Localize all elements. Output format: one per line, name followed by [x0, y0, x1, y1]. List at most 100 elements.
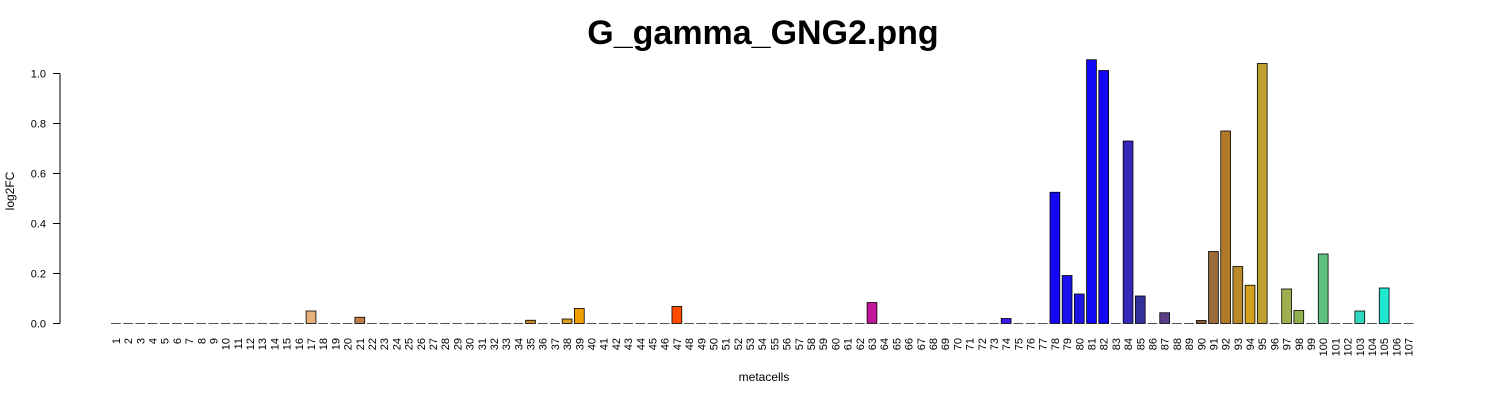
x-tick-label: 66 — [904, 338, 916, 350]
x-tick-label: 71 — [965, 338, 977, 350]
x-tick-label: 6 — [172, 338, 184, 344]
x-tick-label: 18 — [318, 338, 330, 350]
x-tick-label: 53 — [745, 338, 757, 350]
bar-82 — [1098, 70, 1110, 324]
x-tick-label: 30 — [465, 338, 477, 350]
x-tick-label: 107 — [1404, 338, 1416, 356]
x-tick-label: 14 — [269, 338, 281, 350]
y-tick-label: 0.4 — [31, 219, 46, 231]
x-tick-label: 9 — [208, 338, 220, 344]
x-tick-label: 57 — [794, 338, 806, 350]
bar-93 — [1232, 266, 1244, 324]
bar-21 — [354, 316, 366, 324]
bar-78 — [1049, 191, 1061, 324]
x-tick-label: 64 — [879, 338, 891, 350]
x-tick-label: 2 — [123, 338, 135, 344]
bar-38 — [561, 318, 573, 324]
x-tick-label: 70 — [952, 338, 964, 350]
x-tick-label: 37 — [550, 338, 562, 350]
x-tick-label: 38 — [562, 338, 574, 350]
x-tick-label: 92 — [1221, 338, 1233, 350]
x-tick-label: 22 — [367, 338, 379, 350]
x-tick-label: 104 — [1367, 338, 1379, 356]
x-tick-label: 28 — [440, 338, 452, 350]
x-tick-label: 25 — [404, 338, 416, 350]
x-tick-label: 26 — [416, 338, 428, 350]
x-tick-label: 45 — [647, 338, 659, 350]
x-tick-label: 68 — [928, 338, 940, 350]
x-tick-label: 17 — [306, 338, 318, 350]
x-tick-label: 43 — [623, 338, 635, 350]
x-tick-label: 63 — [867, 338, 879, 350]
x-tick-label: 52 — [733, 338, 745, 350]
x-tick-label: 80 — [1074, 338, 1086, 350]
x-tick-label: 12 — [245, 338, 257, 350]
x-tick-label: 3 — [135, 338, 147, 344]
bar-80 — [1074, 293, 1085, 324]
bar-79 — [1061, 275, 1073, 324]
y-tick-label: 0.2 — [31, 269, 46, 281]
bar-47 — [671, 306, 683, 324]
y-tick-label: 1.0 — [31, 69, 46, 81]
bar-92 — [1220, 130, 1231, 324]
x-tick-label: 93 — [1233, 338, 1245, 350]
x-tick-label: 65 — [891, 338, 903, 350]
x-tick-label: 16 — [294, 338, 306, 350]
x-tick-label: 84 — [1123, 338, 1135, 350]
x-tick-label: 29 — [452, 338, 464, 350]
x-tick-label: 74 — [1001, 338, 1013, 350]
x-tick-label: 24 — [391, 338, 403, 350]
bar-63 — [866, 302, 878, 324]
x-tick-label: 99 — [1306, 338, 1318, 350]
bar-94 — [1244, 284, 1256, 324]
x-tick-labels: 1 2 3 4 5 6 7 8 9 10 11 12 13 14 15 16 17 18 19 20 21 22 23 24 2… — [111, 338, 1416, 356]
x-tick-label: 73 — [989, 338, 1001, 350]
x-tick-label: 59 — [818, 338, 830, 350]
x-tick-label: 90 — [1196, 338, 1208, 350]
x-tick-label: 39 — [574, 338, 586, 350]
x-tick-label: 44 — [635, 338, 647, 350]
y-axis: 0.0 0.2 0.4 0.6 0.8 1.0 — [31, 69, 61, 331]
bar-85 — [1134, 295, 1146, 324]
x-tick-label: 13 — [257, 338, 269, 350]
bar-87 — [1159, 312, 1170, 324]
x-tick-label: 62 — [855, 338, 867, 350]
bar-17 — [305, 310, 317, 324]
x-tick-label: 106 — [1391, 338, 1403, 356]
bar-81 — [1086, 59, 1097, 324]
x-tick-label: 1 — [111, 338, 123, 344]
x-tick-label: 69 — [940, 338, 952, 350]
y-tick-label: 0.0 — [31, 319, 46, 331]
x-tick-label: 4 — [147, 338, 159, 344]
x-tick-label: 83 — [1111, 338, 1123, 350]
x-tick-label: 47 — [672, 338, 684, 350]
x-tick-label: 94 — [1245, 338, 1257, 350]
bar-103 — [1354, 310, 1366, 324]
x-tick-label: 33 — [501, 338, 513, 350]
x-tick-label: 19 — [330, 338, 342, 350]
x-tick-label: 81 — [1087, 338, 1099, 350]
x-tick-label: 23 — [379, 338, 391, 350]
x-axis-label: metacells — [739, 370, 790, 384]
x-tick-label: 5 — [160, 338, 172, 344]
x-tick-label: 49 — [696, 338, 708, 350]
y-axis-label: log2FC — [3, 171, 17, 210]
x-tick-label: 102 — [1343, 338, 1355, 356]
x-tick-label: 31 — [477, 338, 489, 350]
x-tick-label: 85 — [1135, 338, 1147, 350]
x-tick-label: 96 — [1269, 338, 1281, 350]
x-tick-label: 34 — [513, 338, 525, 350]
bar-98 — [1293, 310, 1305, 324]
x-tick-label: 36 — [538, 338, 550, 350]
chart-title: G_gamma_GNG2.png — [587, 14, 938, 52]
bar-97 — [1281, 288, 1292, 324]
x-tick-label: 32 — [489, 338, 501, 350]
x-tick-label: 88 — [1172, 338, 1184, 350]
bar-91 — [1208, 251, 1219, 324]
y-tick-label: 0.8 — [31, 119, 46, 131]
x-tick-label: 7 — [184, 338, 196, 344]
x-tick-label: 95 — [1257, 338, 1269, 350]
x-tick-label: 100 — [1318, 338, 1330, 356]
x-tick-label: 50 — [708, 338, 720, 350]
